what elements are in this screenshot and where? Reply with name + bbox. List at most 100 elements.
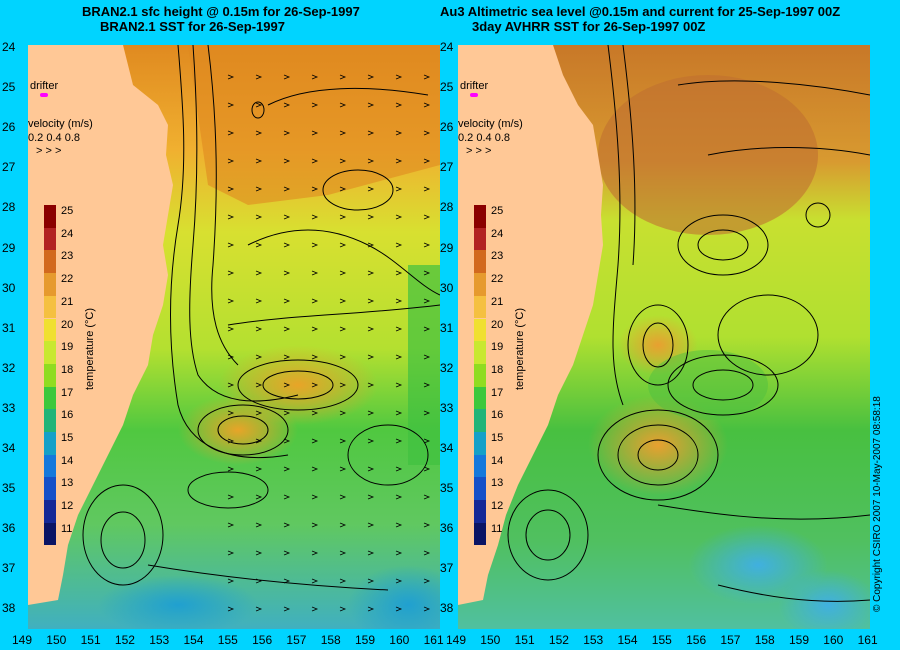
left-latitude-label: 24: [2, 40, 16, 54]
velocity-arrow: [227, 130, 235, 136]
right-colorbar-tick: 17: [491, 386, 504, 399]
left-sst-map: [28, 45, 440, 629]
velocity-arrow: [227, 242, 235, 248]
velocity-arrow: [395, 102, 403, 108]
right-colorbar-tick: 14: [491, 454, 504, 467]
left-colorbar-tick: 22: [61, 273, 74, 286]
velocity-arrow: [227, 578, 235, 584]
right-latitude-label: 25: [440, 80, 454, 95]
velocity-arrow: [339, 158, 347, 164]
velocity-arrow: [423, 130, 431, 136]
right-latitude-label: 34: [440, 441, 454, 455]
velocity-arrow: [423, 382, 431, 388]
right-colorbar-swatch: [474, 318, 486, 342]
right-velocity-scale: 0.2 0.4 0.8: [458, 132, 510, 144]
left-latitude-label: 36: [2, 521, 16, 536]
right-colorbar-swatch: [474, 250, 486, 274]
right-colorbar-tick: 16: [491, 409, 504, 422]
left-longitude-label: 160: [389, 633, 410, 647]
velocity-arrow: [255, 214, 263, 220]
right-latitude-label: 30: [440, 280, 454, 295]
velocity-arrow: [283, 270, 291, 276]
velocity-arrow: [283, 130, 291, 136]
right-longitude-label: 154: [617, 633, 638, 647]
velocity-arrow: [339, 494, 347, 500]
right-longitude-label: 155: [651, 633, 672, 647]
right-colorbar-tick: 15: [491, 432, 504, 444]
left-velocity-arrows-legend: ˃ ˃ ˃: [36, 145, 62, 157]
left-longitude-label: 155: [217, 633, 238, 647]
copyright-text: © Copyright CSIRO 2007 10-May-2007 08:58…: [872, 396, 883, 612]
left-colorbar-swatch: [44, 409, 56, 432]
right-colorbar-tick: 23: [491, 250, 504, 263]
velocity-arrow: [255, 186, 263, 192]
left-colorbar-tick: 11: [61, 522, 73, 535]
velocity-arrow: [395, 438, 403, 444]
left-colorbar-tick: 13: [61, 477, 74, 490]
velocity-arrow: [367, 270, 375, 276]
left-longitude-label: 150: [46, 633, 67, 647]
left-latitude-label: 37: [2, 561, 16, 576]
velocity-arrow: [395, 298, 403, 304]
velocity-arrow: [367, 606, 375, 612]
velocity-arrow: [311, 354, 319, 360]
right-colorbar-tick: 19: [491, 341, 504, 354]
left-colorbar-tick: 18: [61, 363, 74, 376]
velocity-arrow: [367, 74, 375, 80]
velocity-arrow: [227, 186, 235, 192]
velocity-arrow: [283, 578, 291, 584]
velocity-arrow: [423, 326, 431, 332]
velocity-arrow: [395, 522, 403, 528]
velocity-arrow: [255, 102, 263, 108]
right-longitude-label: 161: [857, 633, 878, 647]
velocity-arrow: [423, 606, 431, 612]
right-latitude-label: 33: [440, 400, 454, 415]
right-velocity-label: velocity (m/s): [458, 118, 523, 130]
velocity-arrow: [283, 522, 291, 528]
velocity-arrow: [283, 242, 291, 248]
velocity-arrow: [395, 466, 403, 472]
right-longitude-label: 160: [823, 633, 844, 647]
velocity-arrow: [423, 74, 431, 80]
left-latitude-label: 28: [2, 200, 16, 215]
velocity-arrow: [311, 466, 319, 472]
left-colorbar-swatch: [44, 318, 56, 342]
right-colorbar-swatch: [474, 363, 486, 387]
velocity-arrow: [423, 550, 431, 556]
left-contours: [82, 45, 440, 591]
velocity-arrow: [367, 242, 375, 248]
velocity-arrow: [339, 102, 347, 108]
velocity-arrow: [339, 382, 347, 388]
left-colorbar-tick: 14: [61, 454, 74, 467]
right-colorbar-swatch: [474, 409, 486, 432]
velocity-arrow: [339, 130, 347, 136]
left-colorbar-swatch: [44, 386, 56, 410]
right-colorbar-tick: 22: [491, 273, 504, 286]
velocity-arrow: [283, 382, 291, 388]
velocity-arrow: [367, 158, 375, 164]
right-latitude-label: 26: [440, 120, 454, 135]
velocity-arrow: [283, 410, 291, 416]
left-longitude-label: 149: [12, 633, 33, 647]
velocity-arrow: [311, 102, 319, 108]
velocity-arrow: [255, 74, 263, 80]
velocity-arrow: [227, 354, 235, 360]
velocity-arrow: [311, 158, 319, 164]
right-colorbar-swatch: [474, 432, 486, 455]
velocity-arrow: [423, 214, 431, 220]
left-colorbar-tick: 12: [61, 500, 74, 513]
left-colorbar-swatch: [44, 500, 56, 523]
right-colorbar-swatch: [474, 386, 486, 410]
velocity-arrow: [255, 298, 263, 304]
velocity-arrow: [283, 354, 291, 360]
right-drifter-label: drifter: [460, 80, 489, 92]
velocity-arrow: [227, 102, 235, 108]
left-latitude-label: 26: [2, 120, 16, 135]
velocity-arrow: [255, 466, 263, 472]
velocity-arrow: [255, 382, 263, 388]
velocity-arrow: [423, 354, 431, 360]
velocity-arrow: [311, 550, 319, 556]
left-longitude-label: 153: [149, 633, 170, 647]
velocity-arrow: [367, 494, 375, 500]
right-latitude-label: 35: [440, 481, 454, 496]
